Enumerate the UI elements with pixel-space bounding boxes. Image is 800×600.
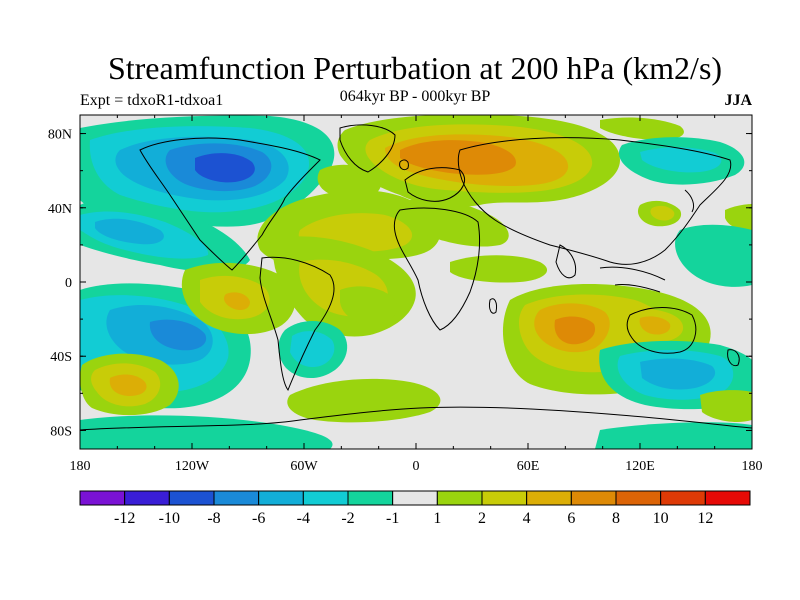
lon-tick-label: 60E xyxy=(517,459,540,474)
contour-region xyxy=(640,358,716,390)
lat-tick-label: 40N xyxy=(48,202,72,217)
colorbar-label: -8 xyxy=(207,510,220,527)
colorbar-label: 10 xyxy=(653,510,669,527)
contour-region xyxy=(404,198,509,247)
coastline-europe xyxy=(404,167,465,202)
contour-region xyxy=(149,319,207,351)
colorbar-label: -6 xyxy=(252,510,265,527)
contour-region xyxy=(195,153,255,183)
colorbar-label: 1 xyxy=(433,510,441,527)
coastline-north-america xyxy=(139,137,321,271)
coastline-south-america xyxy=(259,256,335,392)
contour-region xyxy=(340,286,398,325)
colorbar-swatch xyxy=(660,490,706,506)
colorbar: -12 -10 -8 -6 -4 -2 -1 1 2 4 6 8 10 12 xyxy=(79,490,751,527)
coastline-japan xyxy=(684,189,695,213)
colorbar-label: -10 xyxy=(159,510,180,527)
experiment-label: Expt = tdxoR1-tdxoa1 xyxy=(80,92,224,109)
lon-tick-label: 180 xyxy=(70,459,91,474)
coastline-greenland xyxy=(339,124,396,173)
lat-tick-label: 80S xyxy=(50,424,72,439)
coastline-uk xyxy=(399,159,409,171)
colorbar-swatch xyxy=(704,490,751,506)
coastlines xyxy=(80,124,752,431)
contour-region xyxy=(80,415,333,449)
colorbar-swatch xyxy=(124,490,170,506)
colorbar-swatch xyxy=(213,490,260,506)
coastline-madagascar xyxy=(489,298,497,314)
coastline-india xyxy=(555,244,577,279)
colorbar-label: -4 xyxy=(297,510,310,527)
latitude-axis: 80N 40N 0 40S 80S xyxy=(48,128,752,439)
colorbar-swatch xyxy=(258,490,304,506)
coastline-asia xyxy=(457,137,732,265)
contour-region xyxy=(595,422,752,449)
colorbar-swatch xyxy=(347,490,394,506)
colorbar-swatch xyxy=(302,490,349,506)
contour-region xyxy=(600,117,684,140)
season-label: JJA xyxy=(724,92,752,109)
contour-region xyxy=(554,316,596,345)
lat-tick-label: 40S xyxy=(50,350,72,365)
contour-region xyxy=(95,218,164,245)
colorbar-label: 2 xyxy=(478,510,486,527)
colorbar-swatch xyxy=(526,490,572,506)
colorbar-swatch xyxy=(392,490,438,506)
colorbar-label: -12 xyxy=(114,510,135,527)
colorbar-swatch xyxy=(436,490,483,506)
contour-region xyxy=(700,390,752,423)
contour-region xyxy=(675,224,752,287)
plot-title: Streamfunction Perturbation at 200 hPa (… xyxy=(107,50,723,86)
contour-field xyxy=(80,115,752,449)
colorbar-label: 8 xyxy=(612,510,620,527)
lon-tick-label: 0 xyxy=(413,459,420,474)
colorbar-swatch xyxy=(168,490,215,506)
contour-region xyxy=(640,147,722,173)
colorbar-swatch xyxy=(615,490,662,506)
lon-tick-label: 120W xyxy=(175,459,210,474)
contour-region xyxy=(109,374,147,396)
contour-region xyxy=(450,255,548,283)
colorbar-swatch xyxy=(79,490,126,506)
colorbar-label: -2 xyxy=(341,510,354,527)
colorbar-label: 4 xyxy=(523,510,531,527)
colorbar-swatch xyxy=(570,490,617,506)
colorbar-label: 12 xyxy=(697,510,713,527)
lat-tick-label: 0 xyxy=(65,276,72,291)
colorbar-label: -1 xyxy=(386,510,399,527)
longitude-axis: 180 120W 60W 0 60E 120E 180 xyxy=(70,115,763,474)
coastline-australia xyxy=(626,307,697,354)
coastline-africa xyxy=(393,207,481,331)
colorbar-label: 6 xyxy=(567,510,575,527)
lon-tick-label: 120E xyxy=(625,459,655,474)
contour-region xyxy=(650,205,675,221)
lon-tick-label: 60W xyxy=(290,459,318,474)
contour-region xyxy=(639,316,671,335)
lat-tick-label: 80N xyxy=(48,128,72,143)
lon-tick-label: 180 xyxy=(742,459,763,474)
contour-region xyxy=(287,378,441,423)
coastline-antarctica xyxy=(80,406,752,431)
coastline-new-zealand xyxy=(727,349,740,367)
colorbar-swatch xyxy=(481,490,528,506)
contour-region xyxy=(224,292,250,310)
coastline-indonesia xyxy=(599,266,666,293)
period-label: 064kyr BP - 000kyr BP xyxy=(339,88,491,105)
contour-region xyxy=(725,204,752,231)
